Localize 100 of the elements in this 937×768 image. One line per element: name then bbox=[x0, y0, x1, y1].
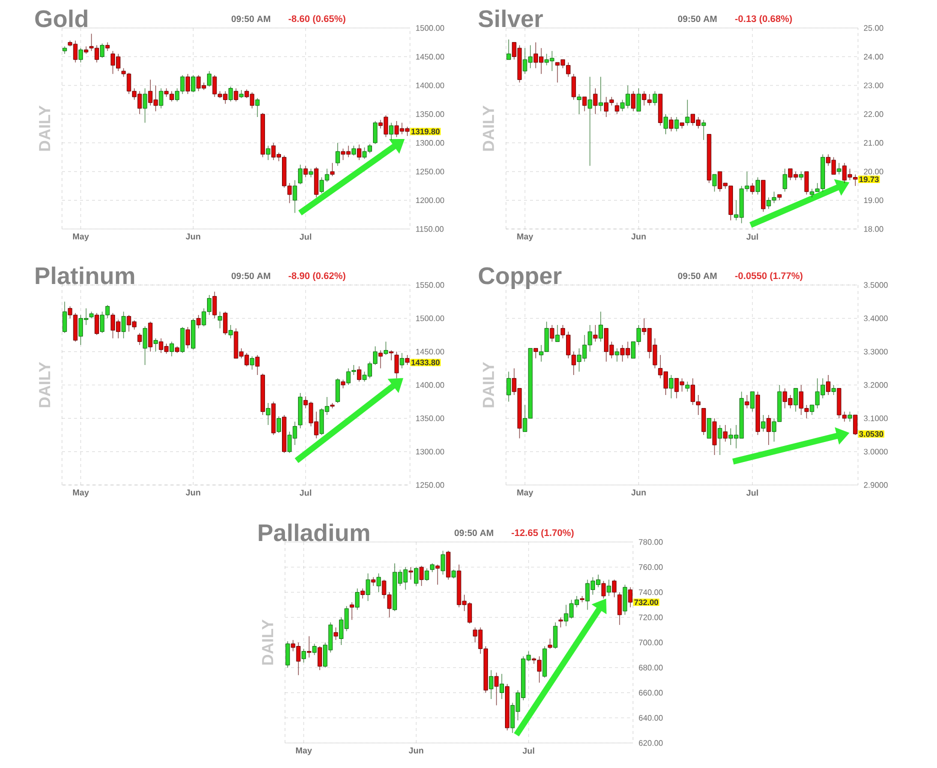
candlestick bbox=[488, 670, 494, 700]
y-tick-label: 1500.00 bbox=[416, 25, 444, 31]
y-tick-label: 760.00 bbox=[638, 564, 663, 570]
text: 09:50 AM bbox=[232, 272, 270, 280]
x-tick-label: May bbox=[517, 234, 534, 242]
y-tick-label: 1300.00 bbox=[416, 140, 444, 146]
y-tick-label: 740.00 bbox=[638, 589, 663, 596]
candlestick bbox=[440, 550, 446, 575]
y-tick-label: 1400.00 bbox=[416, 82, 444, 88]
candlestick bbox=[121, 311, 126, 339]
x-tick-label: Jul bbox=[746, 234, 758, 240]
x-tick-label: Jul bbox=[522, 748, 534, 754]
text: -0.13 (0.68%) bbox=[735, 15, 792, 24]
candlestick bbox=[306, 636, 312, 658]
y-tick-label: 1250.00 bbox=[416, 168, 444, 174]
text: 3.0530 bbox=[859, 431, 884, 437]
y-tick-label: 1200.00 bbox=[416, 197, 444, 204]
candlestick bbox=[548, 638, 552, 650]
y-axis-title: DAILY bbox=[39, 105, 50, 151]
y-tick-label: 20.00 bbox=[864, 168, 884, 174]
y-tick-label: 24.00 bbox=[864, 54, 884, 60]
x-tick-label: May bbox=[73, 234, 89, 242]
y-tick-label: 19.00 bbox=[864, 197, 884, 204]
y-tick-label: 1350.00 bbox=[416, 111, 444, 117]
y-tick-label: 21.00 bbox=[864, 140, 884, 146]
text: -8.60 (0.65%) bbox=[288, 15, 346, 24]
y-axis-title: DAILY bbox=[39, 362, 50, 408]
x-tick-label: May bbox=[517, 490, 534, 498]
candlestick bbox=[373, 120, 378, 144]
y-tick-label: 3.3000 bbox=[864, 348, 888, 354]
text: 732.00 bbox=[634, 599, 658, 606]
x-tick-label: Jun bbox=[186, 234, 200, 240]
candlestick bbox=[614, 102, 620, 114]
text: 19.73 bbox=[860, 176, 879, 182]
x-tick-label: Jul bbox=[300, 490, 312, 496]
candlestick bbox=[190, 74, 196, 93]
y-tick-label: 1450.00 bbox=[416, 54, 444, 60]
candlestick bbox=[419, 566, 424, 586]
y-tick-label: 780.00 bbox=[638, 539, 663, 545]
y-tick-label: 680.00 bbox=[638, 664, 663, 670]
candlestick bbox=[400, 352, 404, 369]
candlestick bbox=[628, 586, 632, 608]
text: -12.65 (1.70%) bbox=[512, 529, 574, 538]
candlestick bbox=[170, 341, 174, 357]
candlestick bbox=[378, 350, 383, 369]
candlestick bbox=[744, 394, 750, 409]
chart-title: Palladium bbox=[258, 524, 370, 542]
candlestick bbox=[601, 580, 606, 599]
candlestick bbox=[500, 674, 504, 700]
candlestick bbox=[266, 402, 270, 426]
candlestick bbox=[598, 76, 603, 112]
candlestick bbox=[196, 314, 201, 329]
candlestick bbox=[271, 401, 276, 436]
y-tick-label: 1450.00 bbox=[416, 348, 444, 354]
y-tick-label: 3.5000 bbox=[864, 282, 888, 288]
x-tick-label: Jun bbox=[186, 490, 200, 496]
candlestick bbox=[312, 643, 317, 656]
y-tick-label: 25.00 bbox=[864, 25, 884, 31]
chart-title: Platinum bbox=[36, 266, 134, 284]
candlestick bbox=[352, 145, 356, 156]
y-tick-label: 23.00 bbox=[864, 82, 884, 88]
chart-title: Copper bbox=[478, 267, 562, 289]
y-tick-label: 620.00 bbox=[638, 740, 663, 746]
candlestick bbox=[105, 42, 110, 52]
candlestick bbox=[255, 98, 260, 118]
candlestick bbox=[652, 90, 658, 106]
x-tick-label: May bbox=[296, 748, 312, 756]
y-tick-label: 1250.00 bbox=[416, 482, 444, 488]
candlestick bbox=[506, 371, 511, 402]
y-tick-label: 640.00 bbox=[638, 715, 663, 721]
y-tick-label: 18.00 bbox=[864, 226, 884, 232]
chart-title: Gold bbox=[35, 10, 88, 28]
candlestick bbox=[228, 86, 233, 102]
candlestick bbox=[234, 88, 238, 102]
candlestick bbox=[366, 573, 370, 602]
text: 1433.80 bbox=[412, 360, 440, 366]
y-tick-label: 1350.00 bbox=[416, 415, 444, 422]
y-tick-label: 1300.00 bbox=[416, 448, 444, 454]
candlestick bbox=[588, 76, 592, 166]
y-tick-label: 2.9000 bbox=[864, 482, 888, 488]
y-tick-label: 3.2000 bbox=[864, 382, 888, 388]
text: 09:50 AM bbox=[454, 530, 494, 536]
y-tick-label: 3.4000 bbox=[864, 315, 888, 322]
candlestick bbox=[617, 592, 622, 626]
x-tick-label: Jun bbox=[631, 490, 646, 496]
candlestick bbox=[266, 145, 270, 160]
x-tick-label: Jul bbox=[746, 490, 758, 496]
candlestick bbox=[836, 162, 842, 175]
text: 09:50 AM bbox=[232, 16, 270, 22]
y-tick-label: 22.00 bbox=[864, 111, 884, 117]
y-tick-label: 1550.00 bbox=[416, 282, 444, 288]
text: 09:50 AM bbox=[678, 16, 717, 22]
y-tick-label: 1400.00 bbox=[416, 382, 444, 388]
chart-title: Silver bbox=[478, 10, 543, 28]
y-axis-title: DAILY bbox=[482, 362, 494, 408]
y-tick-label: 3.1000 bbox=[864, 415, 888, 422]
text: -8.90 (0.62%) bbox=[288, 272, 346, 281]
y-tick-label: 1500.00 bbox=[416, 315, 444, 322]
candlestick bbox=[250, 356, 254, 370]
x-tick-label: Jun bbox=[408, 748, 424, 754]
